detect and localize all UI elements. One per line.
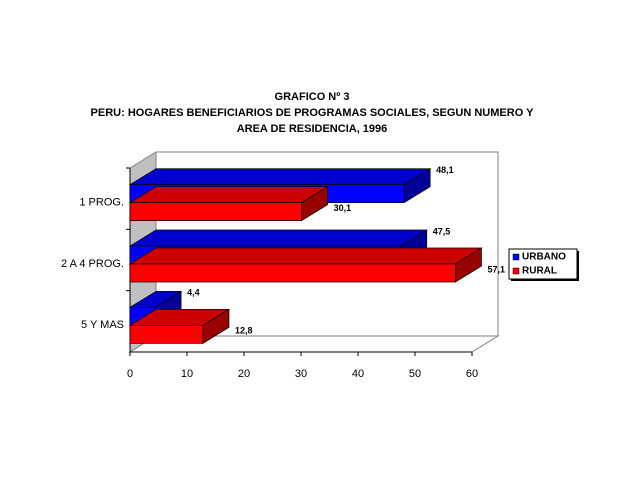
bar xyxy=(129,324,204,344)
value-label: 12,8 xyxy=(235,326,253,336)
legend-swatch xyxy=(512,253,520,261)
value-label: 47,5 xyxy=(433,226,451,236)
legend-label: RURAL xyxy=(522,266,557,277)
bar-top xyxy=(128,186,329,204)
x-tick-label: 0 xyxy=(127,368,133,380)
chart-title: AREA DE RESIDENCIA, 1996 xyxy=(237,123,388,135)
x-tick-label: 40 xyxy=(352,368,364,380)
value-label: 4,4 xyxy=(187,288,200,298)
bar xyxy=(129,263,456,283)
chart-title: GRAFICO Nº 3 xyxy=(275,91,350,103)
x-tick-label: 10 xyxy=(181,368,193,380)
legend xyxy=(508,248,578,280)
x-tick-label: 30 xyxy=(295,368,307,380)
x-tick-label: 60 xyxy=(466,368,478,380)
bar-top xyxy=(128,229,428,247)
y-tick-label: 2 A 4 PROG. xyxy=(61,258,124,270)
bar xyxy=(129,202,302,222)
x-tick-label: 50 xyxy=(409,368,421,380)
chart-title: PERU: HOGARES BENEFICIARIOS DE PROGRAMAS… xyxy=(91,107,535,119)
legend-label: URBANO xyxy=(522,252,566,263)
y-tick-label: 5 Y MAS xyxy=(81,319,124,331)
value-label: 48,1 xyxy=(436,165,454,175)
bar-top xyxy=(128,247,483,265)
legend-swatch xyxy=(512,267,520,275)
x-tick-label: 20 xyxy=(238,368,250,380)
value-label: 57,1 xyxy=(487,264,505,274)
bar-top xyxy=(128,168,432,186)
y-tick-label: 1 PROG. xyxy=(79,197,124,209)
value-label: 30,1 xyxy=(334,203,352,213)
